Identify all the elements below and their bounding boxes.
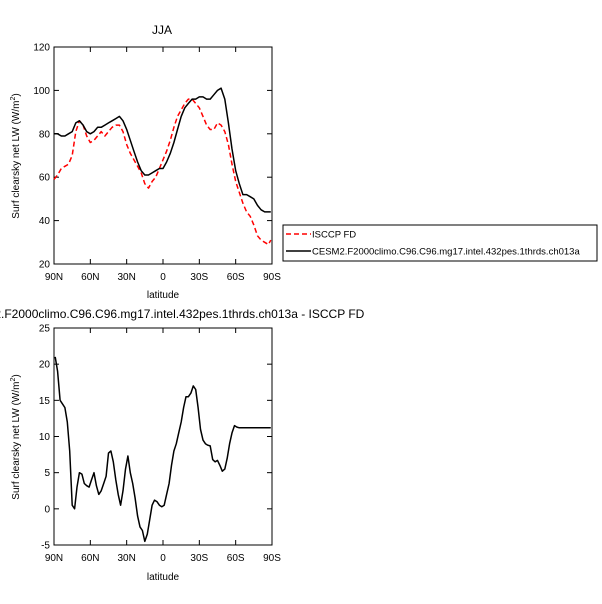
series-group-top <box>53 87 272 246</box>
y-axis-label-bottom-main: Surf clearsky net LW (W/m <box>11 382 22 500</box>
y-tick-label: 25 <box>39 324 51 335</box>
y-tick-label: 10 <box>39 432 51 443</box>
y-tick-label: 100 <box>33 86 50 97</box>
y-ticks-top: 20 40 60 80 100 120 <box>33 43 272 271</box>
y-tick-label: 0 <box>44 504 50 515</box>
legend: ISCCP FD CESM2.F2000climo.C96.C96.mg17.i… <box>282 224 598 262</box>
x-tick-label: 0 <box>160 553 166 564</box>
plot-frame-top <box>53 46 273 265</box>
x-ticks-top: 90N 60N 30N 0 30S 60S 90S <box>45 47 281 283</box>
y-tick-label: 40 <box>39 216 51 227</box>
y-axis-label-top-sup: 2 <box>10 97 17 101</box>
chart-title-bottom: CESM2.F2000climo.C96.C96.mg17.intel.432p… <box>0 307 365 321</box>
y-tick-label: 20 <box>39 260 51 271</box>
x-tick-label: 90S <box>263 553 281 564</box>
plot-frame-bottom <box>53 327 273 546</box>
legend-label-cesm2: CESM2.F2000climo.C96.C96.mg17.intel.432p… <box>312 247 580 258</box>
x-tick-label: 60S <box>227 553 245 564</box>
y-axis-label-top: Surf clearsky net LW (W/m2) <box>10 93 22 218</box>
x-tick-label: 90N <box>45 553 63 564</box>
y-axis-label-bottom: Surf clearsky net LW (W/m2) <box>10 374 22 499</box>
x-axis-label-bottom: latitude <box>147 572 180 583</box>
x-tick-label: 60S <box>227 272 245 283</box>
y-axis-label-bottom-close: ) <box>11 374 22 377</box>
x-tick-label: 90S <box>263 272 281 283</box>
chart-title-top: JJA <box>152 23 172 37</box>
legend-label-isccp: ISCCP FD <box>312 230 356 241</box>
x-ticks-bottom: 90N 60N 30N 0 30S 60S 90S <box>45 328 281 564</box>
x-tick-label: 30N <box>117 553 135 564</box>
series-line-bot-0 <box>54 356 271 543</box>
x-tick-label: 30S <box>190 553 208 564</box>
y-tick-label: 20 <box>39 360 51 371</box>
x-tick-label: 60N <box>81 272 99 283</box>
series-group-bottom <box>54 356 271 543</box>
y-axis-label-bottom-sup: 2 <box>10 378 17 382</box>
y-axis-label-top-main: Surf clearsky net LW (W/m <box>11 101 22 219</box>
series-line-top-0 <box>53 98 272 246</box>
y-tick-label: 120 <box>33 43 50 54</box>
x-tick-label: 30S <box>190 272 208 283</box>
legend-box <box>282 224 598 262</box>
x-tick-label: 30N <box>117 272 135 283</box>
y-ticks-bottom: -5 0 5 10 15 20 25 <box>39 324 272 552</box>
y-tick-label: 5 <box>44 468 50 479</box>
x-tick-label: 0 <box>160 272 166 283</box>
series-line-top-1 <box>54 87 271 213</box>
y-tick-label: 60 <box>39 173 51 184</box>
x-tick-label: 60N <box>81 553 99 564</box>
x-tick-label: 90N <box>45 272 63 283</box>
y-tick-label: -5 <box>41 541 50 552</box>
panel-jja: JJA 20 40 60 80 100 120 90N 60N 30N 0 30S 60S 90S l… <box>10 23 281 301</box>
y-axis-label-top-close: ) <box>11 93 22 96</box>
y-tick-label: 80 <box>39 129 51 140</box>
panel-difference: CESM2.F2000climo.C96.C96.mg17.intel.432p… <box>0 307 365 583</box>
x-axis-label-top: latitude <box>147 290 180 301</box>
y-tick-label: 15 <box>39 396 51 407</box>
